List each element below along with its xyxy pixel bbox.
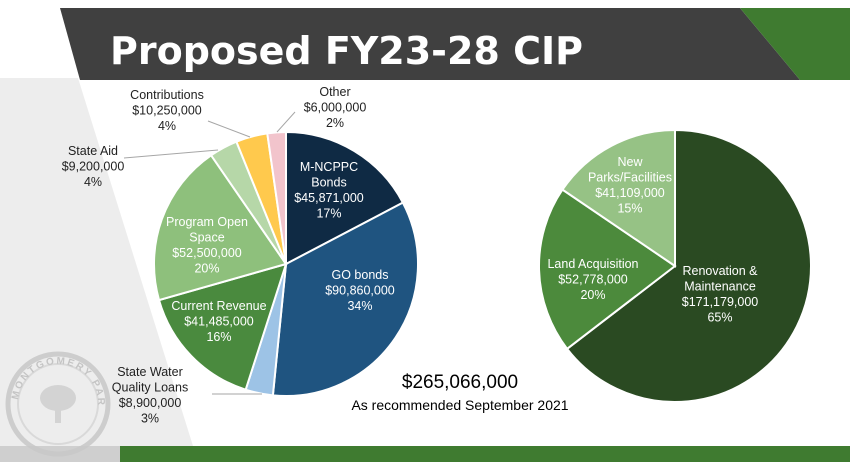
total-note: As recommended September 2021 bbox=[351, 397, 568, 413]
slice-label-m-ncppc-bonds: M-NCPPC Bonds $45,871,000 17% bbox=[294, 160, 364, 221]
slice-label-renovation-and-maintenance: Renovation & Maintenance $171,179,000 65% bbox=[682, 264, 759, 325]
pie-slice-new-parks-facilities bbox=[561, 128, 676, 268]
pie-slice-land-acquisition bbox=[538, 188, 677, 351]
left-gray-band bbox=[0, 78, 198, 462]
funding-sources-pie bbox=[153, 130, 419, 397]
funding-sources-labels: M-NCPPC Bonds $45,871,000 17% GO bonds $90,86… bbox=[62, 85, 395, 426]
leader-line-contributions bbox=[207, 120, 251, 138]
slice-label-current-revenue: Current Revenue $41,485,000 16% bbox=[171, 299, 266, 344]
expenditure-categories-labels: Renovation & Maintenance $171,179,000 65% La… bbox=[547, 155, 758, 325]
slice-label-contributions: Contributions $10,250,000 4% bbox=[130, 88, 204, 133]
pie-slice-other bbox=[266, 130, 287, 265]
slice-label-state-aid: State Aid $9,200,000 4% bbox=[62, 144, 125, 189]
slice-label-land-acquisition: Land Acquisition $52,778,000 20% bbox=[547, 257, 638, 302]
pie-slice-program-open-space bbox=[153, 153, 288, 302]
slice-label-other: Other $6,000,000 2% bbox=[304, 85, 367, 130]
slice-label-new-parks-facilities: New Parks/Facilities $41,109,000 15% bbox=[588, 155, 672, 216]
header-accent-bar bbox=[740, 8, 850, 80]
pie-slice-go-bonds bbox=[271, 201, 419, 397]
slice-label-program-open-space: Program Open Space $52,500,000 20% bbox=[166, 215, 248, 276]
pie-slice-m-ncppc-bonds bbox=[285, 130, 405, 266]
pie-slice-current-revenue bbox=[157, 262, 288, 391]
total-amount: $265,066,000 bbox=[402, 372, 518, 393]
slice-label-go-bonds: GO bonds $90,860,000 34% bbox=[325, 268, 395, 313]
leader-line-state-aid bbox=[123, 149, 219, 159]
slice-label-state-water-quality-loans: State Water Quality Loans $8,900,000 3% bbox=[112, 365, 188, 426]
expenditure-categories-pie bbox=[538, 128, 812, 403]
footer-green-bar bbox=[120, 446, 850, 462]
title-banner bbox=[60, 8, 800, 80]
pie-slice-renovation-and-maintenance bbox=[565, 128, 812, 403]
page-title: Proposed FY23-28 CIP bbox=[110, 29, 583, 73]
leader-line-other bbox=[276, 111, 296, 133]
